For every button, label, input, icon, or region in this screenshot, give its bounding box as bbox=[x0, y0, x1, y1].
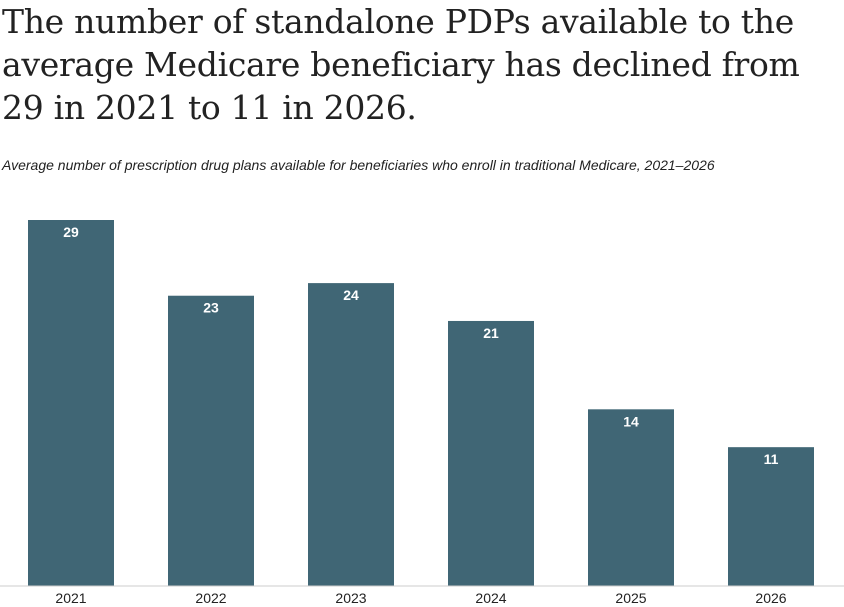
chart-title: The number of standalone PDPs available … bbox=[2, 2, 800, 127]
bar-2021 bbox=[28, 220, 114, 586]
data-label-2024: 21 bbox=[483, 325, 499, 341]
chart-subtitle: Average number of prescription drug plan… bbox=[2, 157, 715, 173]
tick-label-2026: 2026 bbox=[755, 590, 786, 606]
tick-label-2024: 2024 bbox=[475, 590, 506, 606]
tick-label-2021: 2021 bbox=[55, 590, 86, 606]
x-axis-ticks: 2021 2022 2023 2024 2025 2026 bbox=[55, 590, 786, 606]
bar-2026 bbox=[728, 447, 814, 586]
tick-label-2023: 2023 bbox=[335, 590, 366, 606]
bar-2022 bbox=[168, 295, 254, 586]
tick-label-2022: 2022 bbox=[195, 590, 226, 606]
data-label-2026: 11 bbox=[764, 451, 779, 467]
data-label-2022: 23 bbox=[203, 300, 219, 316]
tick-label-2025: 2025 bbox=[615, 590, 646, 606]
data-label-2025: 14 bbox=[623, 413, 639, 429]
data-label-2023: 24 bbox=[343, 287, 359, 303]
bars-layer: 29 23 24 21 14 11 bbox=[28, 220, 814, 586]
data-label-2021: 29 bbox=[63, 224, 79, 240]
bar-2025 bbox=[588, 409, 674, 586]
bar-2024 bbox=[448, 320, 534, 586]
bar-2023 bbox=[308, 283, 394, 586]
